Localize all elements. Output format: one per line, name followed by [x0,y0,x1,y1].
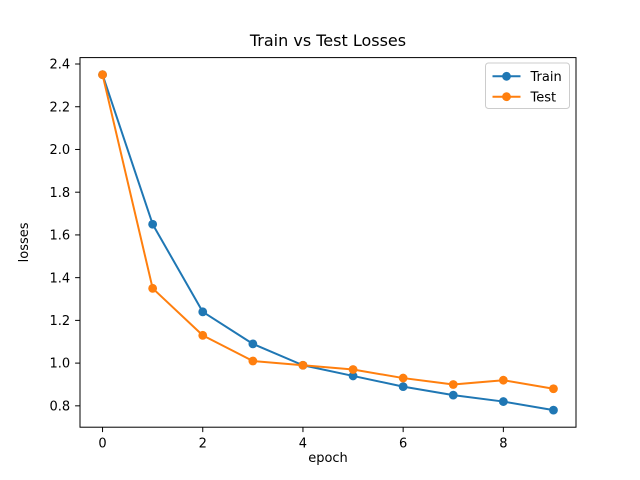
y-tick-label-1.4: 1.4 [50,271,71,286]
test-point-epoch-8 [498,375,508,385]
train-point-epoch-9 [549,405,558,415]
x-tick-label-0: 0 [98,437,106,452]
y-tick-label-1: 1.0 [50,357,71,372]
legend-label-train: Train [530,70,562,85]
legend-label-test: Test [530,90,557,105]
legend-marker-train [502,71,511,81]
y-tick-label-2.4: 2.4 [50,58,71,73]
train-point-epoch-6 [398,382,408,392]
train-point-epoch-2 [198,307,208,317]
legend-marker-test [502,92,511,102]
chart-title: Train vs Test Losses [249,31,406,50]
x-tick-label-2: 2 [199,437,207,452]
x-axis-label: epoch [308,451,348,466]
train-point-epoch-8 [498,397,508,406]
test-point-epoch-5 [348,365,358,374]
x-tick-label-4: 4 [299,437,307,452]
y-tick-label-1.2: 1.2 [50,314,71,329]
y-tick-label-2.2: 2.2 [50,100,71,115]
test-point-epoch-4 [298,360,308,370]
train-point-epoch-3 [248,339,258,349]
train-point-epoch-1 [148,219,158,229]
test-point-epoch-9 [549,384,558,394]
x-tick-label-6: 6 [399,437,407,452]
test-series-line [101,73,555,390]
test-point-epoch-3 [248,356,258,366]
train-point-epoch-5 [348,371,358,381]
train-series-line [101,73,555,412]
x-tick-label-8: 8 [499,437,507,452]
y-tick-label-1.6: 1.6 [50,229,71,244]
y-tick-label-1.8: 1.8 [50,186,71,201]
test-point-epoch-7 [448,380,458,389]
y-tick-label-0.8: 0.8 [50,399,71,414]
train-point-epoch-7 [448,390,458,400]
y-tick-label-2: 2.0 [50,143,71,158]
test-point-epoch-2 [198,330,208,340]
test-point-epoch-6 [398,373,408,383]
y-axis-label: losses [17,222,32,262]
test-point-epoch-1 [148,283,158,293]
axes-frame [79,57,577,428]
test-point-epoch-0 [98,70,107,80]
